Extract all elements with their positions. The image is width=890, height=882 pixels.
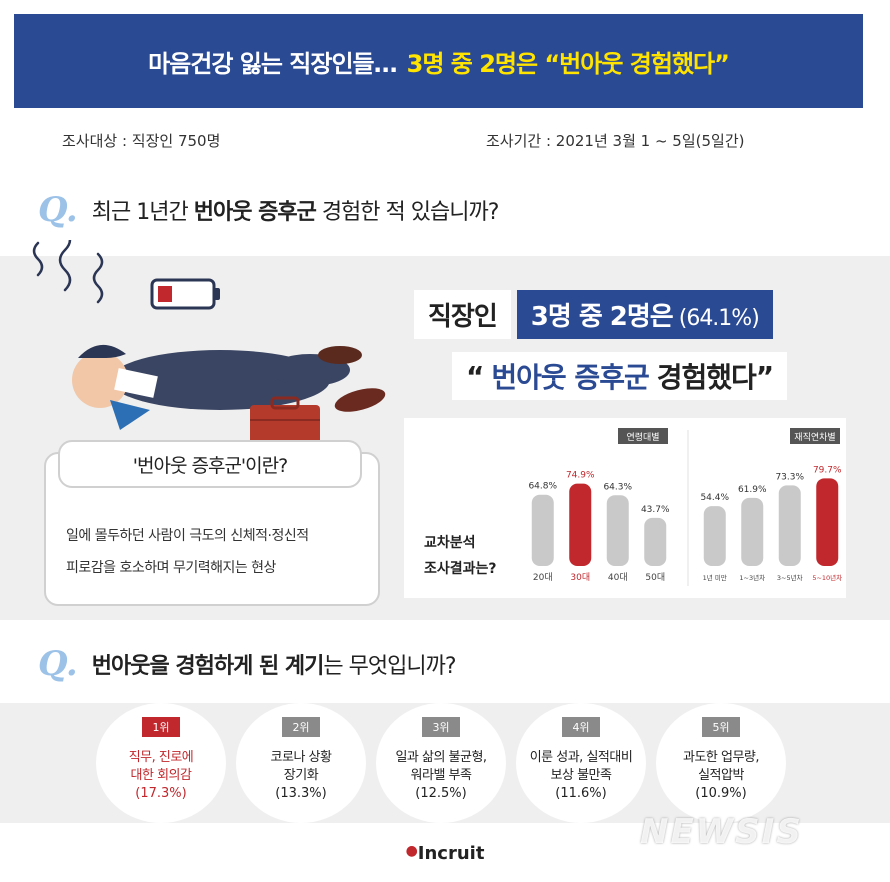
data-label: 61.9% xyxy=(738,485,767,495)
bar-charts: 연령대별 64.8% 20대 74.9% 30대 64.3% 40대 43.7% 50대 재직연차… xyxy=(528,428,842,586)
rank-percent: (10.9%) xyxy=(695,786,747,801)
rank-badge: 4위 xyxy=(562,717,600,737)
rank-percent: (12.5%) xyxy=(415,786,467,801)
tick-label: 50대 xyxy=(645,572,665,583)
watermark: NEWSIS xyxy=(640,812,803,852)
bar xyxy=(741,497,764,566)
rank-label: 일과 삶의 불균형, 워라밸 부족 xyxy=(395,750,487,783)
question-1-text: 최근 1년간 번아웃 증후군 경험한 적 있습니까? xyxy=(91,200,500,225)
exhausted-worker-illustration xyxy=(32,240,386,445)
tick-label: 20대 xyxy=(533,572,553,583)
tick-label: 1~3년차 xyxy=(739,573,765,582)
low-battery-icon xyxy=(150,278,220,310)
title-main: 마음건강 잃는 직장인들… xyxy=(148,49,398,78)
question-2: Q. 번아웃을 경험하게 된 계기는 무엇입니까? xyxy=(38,644,457,684)
question-2-text: 번아웃을 경험하게 된 계기는 무엇입니까? xyxy=(91,654,457,679)
tick-label: 30대 xyxy=(570,572,590,583)
briefcase-icon xyxy=(250,396,320,445)
chart-panel: 연령대별 64.8% 20대 74.9% 30대 64.3% 40대 43.7% 50대 재직연차… xyxy=(404,418,846,598)
question-mark-icon: Q. xyxy=(38,644,78,684)
data-label: 54.4% xyxy=(700,493,729,503)
bar xyxy=(644,517,667,566)
bar xyxy=(816,478,839,566)
tick-label: 1년 미만 xyxy=(703,573,727,582)
legend-tag xyxy=(618,428,668,444)
tick-label: 5~10년차 xyxy=(812,573,842,582)
rank-label: 이룬 성과, 실적대비 보상 불만족 xyxy=(529,750,633,783)
definition-title: '번아웃 증후군'이란? xyxy=(58,440,362,488)
steam-icon xyxy=(32,240,104,304)
question-mark-icon: Q. xyxy=(38,190,78,230)
legend-tag xyxy=(790,428,840,444)
title-banner: 마음건강 잃는 직장인들… 3명 중 2명은 “번아웃 경험했다” xyxy=(14,14,863,108)
bar xyxy=(531,494,554,566)
rank-badge: 1위 xyxy=(142,717,180,737)
legend-label: 재직연차별 xyxy=(794,431,835,443)
data-label: 74.9% xyxy=(566,471,595,481)
rank-label: 직무, 진로에 대한 회의감 xyxy=(128,750,194,783)
title-highlight: 3명 중 2명은 “번아웃 경험했다” xyxy=(406,49,730,78)
result-verb: 경험했다 xyxy=(656,361,757,394)
rank-label: 과도한 업무량, 실적압박 xyxy=(682,750,760,783)
data-label: 64.8% xyxy=(528,482,557,492)
data-label: 79.7% xyxy=(813,465,842,475)
result-subject: 직장인 xyxy=(414,289,511,339)
result-keyword: 번아웃 증후군 xyxy=(491,361,649,394)
rank-percent: (17.3%) xyxy=(135,786,187,801)
rank-badge: 3위 xyxy=(422,717,460,737)
tick-label: 40대 xyxy=(608,572,628,583)
survey-target: 조사대상 : 직장인 750명 xyxy=(62,132,221,150)
bar xyxy=(606,495,629,566)
brand-logo: ●Incruit xyxy=(405,843,485,864)
data-label: 43.7% xyxy=(641,505,670,515)
result-headline-1: 직장인 3명 중 2명은 (64.1%) xyxy=(414,289,773,339)
legend-label: 연령대별 xyxy=(626,431,659,443)
rank-badge: 2위 xyxy=(282,717,320,737)
rank-percent: (13.3%) xyxy=(275,786,327,801)
tick-label: 3~5년차 xyxy=(777,573,803,582)
bar xyxy=(703,506,726,566)
cross-analysis-label: 교차분석 조사결과는? xyxy=(424,535,497,577)
definition-body: 일에 몰두하던 사람이 극도의 신체적·정신적 피로감을 호소하며 무기력해지는… xyxy=(66,528,309,576)
bar xyxy=(569,483,592,566)
result-headline-2: “ 번아웃 증후군 경험했다 ” xyxy=(452,352,788,400)
result-ratio: 3명 중 2명은 (64.1%) xyxy=(516,289,773,339)
bar xyxy=(778,485,801,566)
rank-badge: 5위 xyxy=(702,717,740,737)
question-1: Q. 최근 1년간 번아웃 증후군 경험한 적 있습니까? xyxy=(38,190,500,230)
survey-period: 조사기간 : 2021년 3월 1 ~ 5일(5일간) xyxy=(486,132,745,150)
rank-percent: (11.6%) xyxy=(555,786,607,801)
data-label: 64.3% xyxy=(603,482,632,492)
rank-label: 코로나 상황 장기화 xyxy=(270,750,332,783)
data-label: 73.3% xyxy=(775,472,804,482)
